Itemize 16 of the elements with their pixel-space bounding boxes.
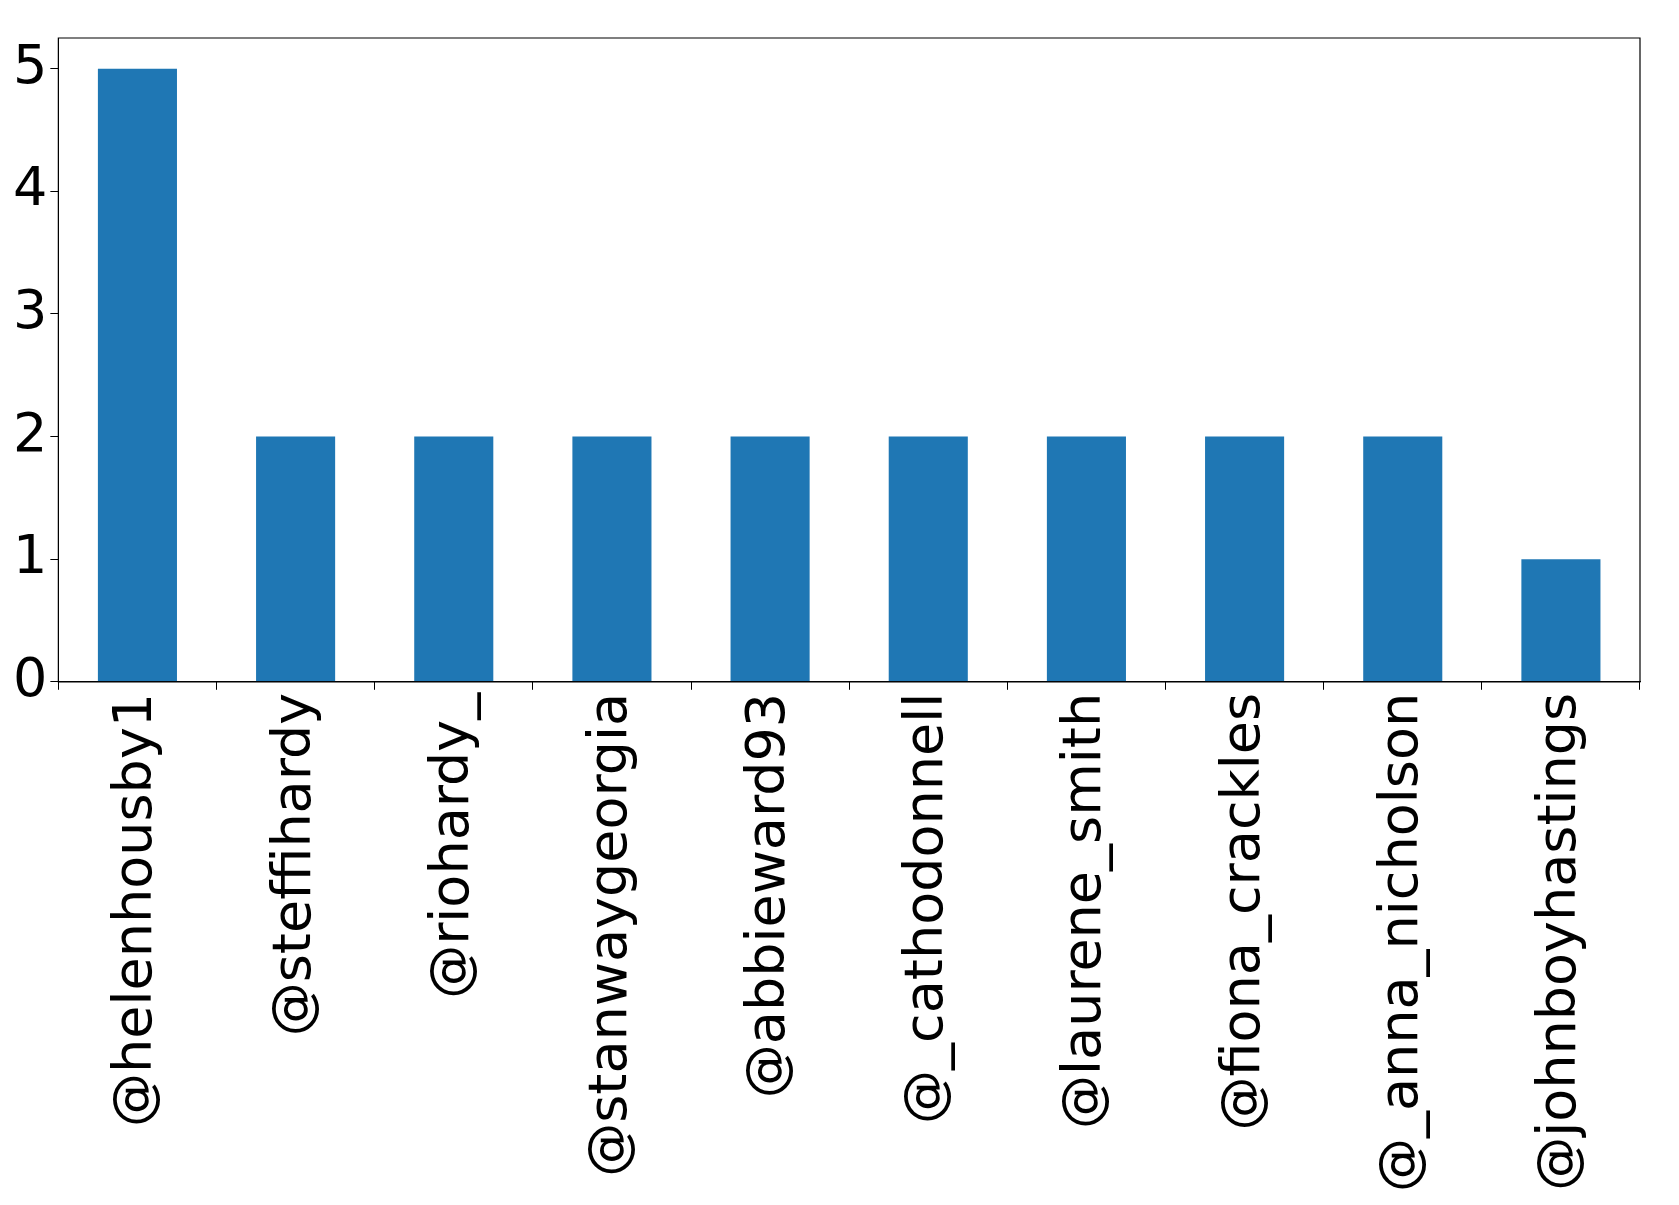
y-tick-label: 0 <box>13 645 48 709</box>
x-tick-label: @fiona_crackles <box>1208 692 1272 1131</box>
x-tick-label: @steffihardy <box>259 692 323 1037</box>
x-tick-label: @_anna_nicholson <box>1366 692 1430 1193</box>
x-tick-label: @helenhousby1 <box>101 692 165 1127</box>
y-tick-label: 5 <box>13 32 48 96</box>
y-tick-label: 1 <box>13 523 48 587</box>
x-tick-label: @_cathodonnell <box>892 692 956 1125</box>
x-tick-label: @johnboyhastings <box>1524 692 1588 1191</box>
y-tick-label: 3 <box>13 277 48 341</box>
y-tick-label: 2 <box>13 400 48 464</box>
y-tick-label: 4 <box>13 155 48 219</box>
x-tick-label: @riohardy_ <box>417 691 481 999</box>
x-tick-label: @stanwaygeorgia <box>575 692 639 1177</box>
x-tick-label: @laurene_smith <box>1050 692 1114 1129</box>
x-tick-label: @abbieward93 <box>734 692 798 1099</box>
